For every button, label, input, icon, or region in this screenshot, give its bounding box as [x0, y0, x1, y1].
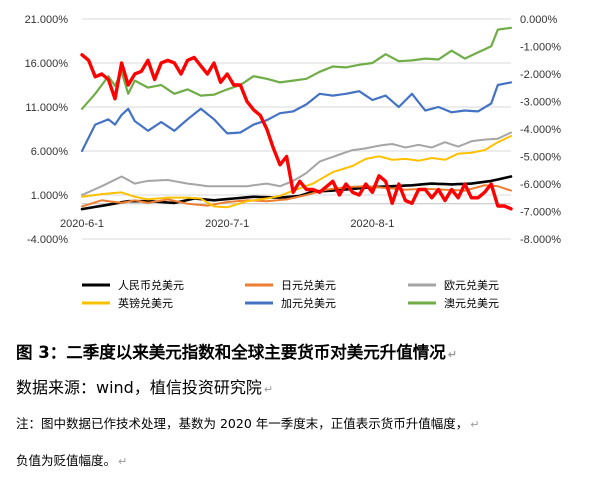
series-欧元兑美元 — [81, 131, 512, 196]
left-tick-label: 1.000% — [31, 190, 69, 202]
series-加元兑美元 — [80, 81, 513, 153]
legend-label: 日元兑美元 — [281, 278, 336, 292]
right-tick-label: 0.000% — [520, 14, 558, 26]
paragraph-mark: ↵ — [118, 455, 128, 468]
x-axis: 2020-6-1 2020-7-1 2020-8-1 — [60, 203, 511, 230]
right-tick-label: -5.000% — [520, 152, 561, 164]
x-tick-label: 2020-6-1 — [60, 218, 104, 230]
left-tick-label: -4.000% — [27, 234, 68, 246]
right-tick-label: -2.000% — [520, 69, 561, 81]
left-tick-label: 21.000% — [25, 14, 69, 26]
figure-note: 注：图中数据已作技术处理，基数为 2020 年一季度末，正值表示货币升值幅度， ↵… — [16, 414, 581, 472]
note-line-1-text: 注：图中数据已作技术处理，基数为 2020 年一季度末，正值表示货币升值幅度， — [16, 416, 469, 431]
note-line-1: 注：图中数据已作技术处理，基数为 2020 年一季度末，正值表示货币升值幅度， ↵ — [16, 414, 581, 435]
legend-label: 欧元兑美元 — [444, 278, 499, 292]
figure-title-text: 图 3：二季度以来美元指数和全球主要货币对美元升值情况 — [16, 343, 446, 362]
paragraph-mark: ↵ — [447, 348, 457, 361]
right-tick-label: -6.000% — [520, 179, 561, 191]
legend-label: 澳元兑美元 — [444, 296, 499, 310]
legend-label: 加元兑美元 — [281, 296, 336, 310]
chart-area: 21.000% 16.000% 11.000% 6.000% 1.000% -4.000%… — [25, 14, 562, 310]
right-tick-label: -8.000% — [520, 234, 561, 246]
right-axis: 0.000% -1.000% -2.000% -3.000% -4.000% -5.000… — [520, 14, 561, 246]
paragraph-mark: ↵ — [263, 383, 274, 396]
x-tick-label: 2020-7-1 — [205, 218, 249, 230]
paragraph-mark: ↵ — [470, 418, 480, 431]
figure-caption: 图 3：二季度以来美元指数和全球主要货币对美元升值情况 ↵ 数据来源：wind，植… — [16, 340, 581, 488]
left-tick-label: 11.000% — [25, 102, 68, 114]
legend-label: 人民币兑美元 — [118, 278, 184, 292]
figure-title: 图 3：二季度以来美元指数和全球主要货币对美元升值情况 ↵ — [16, 340, 581, 368]
series-澳元兑美元 — [80, 26, 513, 110]
note-line-2: 负值为贬值幅度。 ↵ — [16, 451, 581, 472]
left-tick-label: 16.000% — [25, 58, 69, 70]
left-axis: 21.000% 16.000% 11.000% 6.000% 1.000% -4.000% — [25, 14, 69, 246]
series-美元指数 — [80, 53, 513, 211]
left-tick-label: 6.000% — [31, 146, 69, 158]
series-lines — [80, 26, 513, 211]
data-source: 数据来源：wind，植信投资研究院 ↵ — [16, 376, 581, 402]
legend-label: 英镑兑美元 — [118, 296, 173, 310]
right-tick-label: -1.000% — [520, 42, 561, 54]
note-line-2-text: 负值为贬值幅度。 — [16, 453, 117, 468]
x-tick-label: 2020-8-1 — [350, 218, 394, 230]
right-tick-label: -7.000% — [520, 207, 561, 219]
currency-line-chart: 21.000% 16.000% 11.000% 6.000% 1.000% -4.000%… — [25, 14, 562, 310]
right-tick-label: -4.000% — [520, 124, 561, 136]
right-tick-label: -3.000% — [520, 97, 561, 109]
data-source-text: 数据来源：wind，植信投资研究院 — [16, 378, 262, 397]
